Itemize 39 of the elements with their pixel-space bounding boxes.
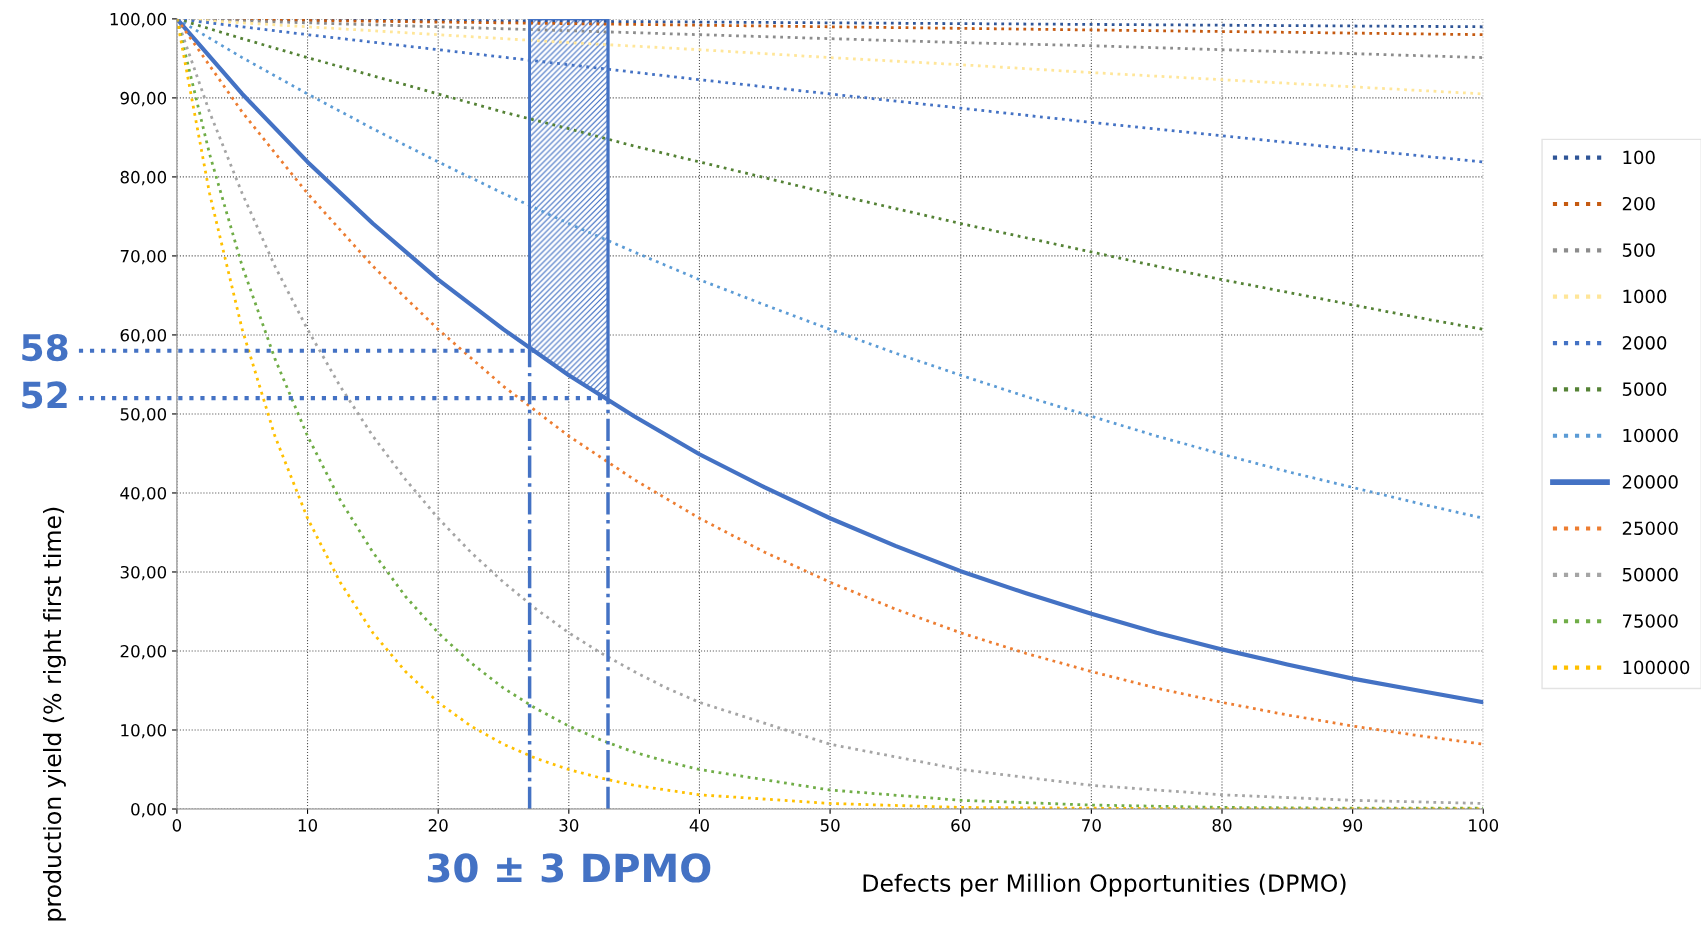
x-tick-label: 70 xyxy=(1082,819,1101,832)
y-tick-label: 10,00 xyxy=(121,723,167,739)
y-tick-label: 90,00 xyxy=(120,91,167,107)
x-tick-label: 30 xyxy=(559,819,579,832)
x-tick-label: 40 xyxy=(689,819,709,832)
y-tick-label: 50,00 xyxy=(120,407,167,423)
legend-label: 1000 xyxy=(1623,289,1667,304)
y-tick-label: 20,00 xyxy=(120,644,167,660)
legend-label: 2000 xyxy=(1622,335,1667,350)
y-tick-label: 40,00 xyxy=(120,486,167,502)
legend-label: 10000 xyxy=(1623,428,1678,443)
legend-label: 100000 xyxy=(1623,660,1690,675)
text: 30 ± 3 DPMO xyxy=(427,853,711,883)
ref-line-label: 58 xyxy=(22,333,68,362)
x-tick-label: 20 xyxy=(428,819,448,832)
y-tick-label: 60,00 xyxy=(120,328,167,344)
y-tick-label: 80,00 xyxy=(120,170,167,186)
legend-label: 5000 xyxy=(1622,382,1667,396)
x-tick-label: 10 xyxy=(298,819,318,832)
x-tick-label: 60 xyxy=(951,819,971,832)
x-tick-label: 90 xyxy=(1343,819,1363,832)
y-tick-label: 70,00 xyxy=(120,249,167,265)
legend-label: 25000 xyxy=(1622,521,1678,536)
x-tick-label: 100 xyxy=(1469,819,1499,832)
y-tick-label: 100,00 xyxy=(110,12,167,28)
x-axis-title: Defects per Million Opportunities (DPMO) xyxy=(863,873,1346,897)
x-tick-label: 50 xyxy=(820,819,840,832)
x-tick-label: 80 xyxy=(1212,819,1232,832)
legend-label: 500 xyxy=(1622,243,1655,257)
legend-label: 50000 xyxy=(1622,567,1678,582)
y-axis-title: production yield (% right first time) xyxy=(43,507,66,921)
legend-label: 75000 xyxy=(1622,614,1678,628)
ref-line-label: 52 xyxy=(22,381,67,409)
x-tick-label: 0 xyxy=(172,819,182,832)
legend-label: 200 xyxy=(1622,196,1655,211)
y-tick-label: 30,00 xyxy=(120,565,167,581)
y-tick-label: 0,00 xyxy=(131,802,167,818)
legend-label: 20000 xyxy=(1622,475,1678,489)
legend-label: 100 xyxy=(1623,150,1655,165)
